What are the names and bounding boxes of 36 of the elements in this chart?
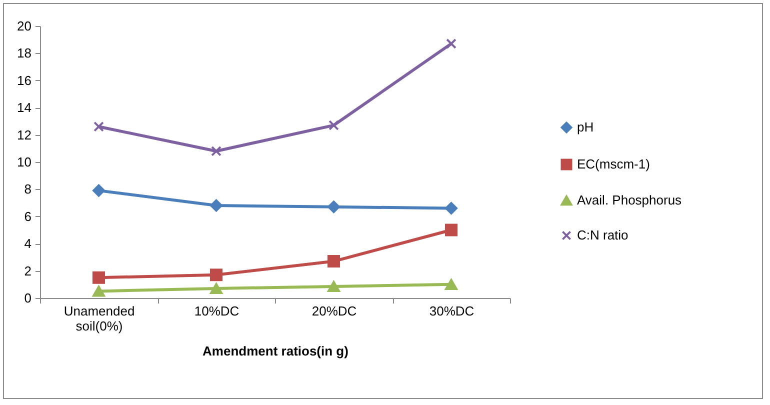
x-tick-label: 30%DC <box>429 304 474 318</box>
point <box>210 282 222 294</box>
y-tick-label: 6 <box>24 208 32 224</box>
y-tick-label: 16 <box>17 72 32 88</box>
point <box>210 199 222 212</box>
point <box>92 286 105 297</box>
y-tick-label: 4 <box>24 236 32 252</box>
y-tick-label: 18 <box>17 46 32 61</box>
legend-label: Avail. Phosphorus <box>577 192 682 208</box>
y-tick-label: 2 <box>24 263 32 278</box>
point <box>328 120 339 130</box>
y-tick-label: 20 <box>17 18 32 34</box>
point <box>94 121 104 132</box>
y-tick-label: 8 <box>24 182 32 197</box>
y-tick-label: 0 <box>24 290 32 306</box>
point <box>211 146 222 156</box>
x-tick-label: Unamended soil(0%) <box>64 304 135 334</box>
point <box>92 184 105 197</box>
y-tick-label: 14 <box>17 100 32 116</box>
point <box>445 278 458 290</box>
point <box>328 255 340 268</box>
x-tick-label: 20%DC <box>312 304 357 318</box>
legend-label: C:N ratio <box>577 228 628 242</box>
point <box>328 280 340 292</box>
legend-label: pH <box>577 120 594 134</box>
x-axis-title: Amendment ratios(in g) <box>202 344 348 358</box>
point <box>445 202 458 214</box>
y-tick-label: 10 <box>17 154 32 170</box>
point <box>210 268 222 282</box>
point <box>445 224 458 236</box>
legend-label: EC(mscm-1) <box>577 156 650 172</box>
y-tick-label: 12 <box>17 127 32 142</box>
point <box>92 271 105 284</box>
point <box>328 200 340 214</box>
point <box>446 38 456 49</box>
x-tick-label: 10%DC <box>194 304 240 318</box>
